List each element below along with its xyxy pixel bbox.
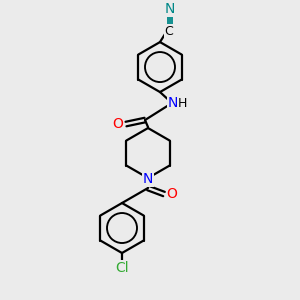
Text: Cl: Cl — [115, 261, 129, 275]
Text: N: N — [165, 2, 175, 16]
Text: H: H — [177, 97, 187, 110]
Text: C: C — [165, 25, 173, 38]
Text: O: O — [167, 187, 177, 201]
Text: N: N — [143, 172, 153, 186]
Text: O: O — [112, 117, 123, 131]
Text: N: N — [168, 96, 178, 110]
